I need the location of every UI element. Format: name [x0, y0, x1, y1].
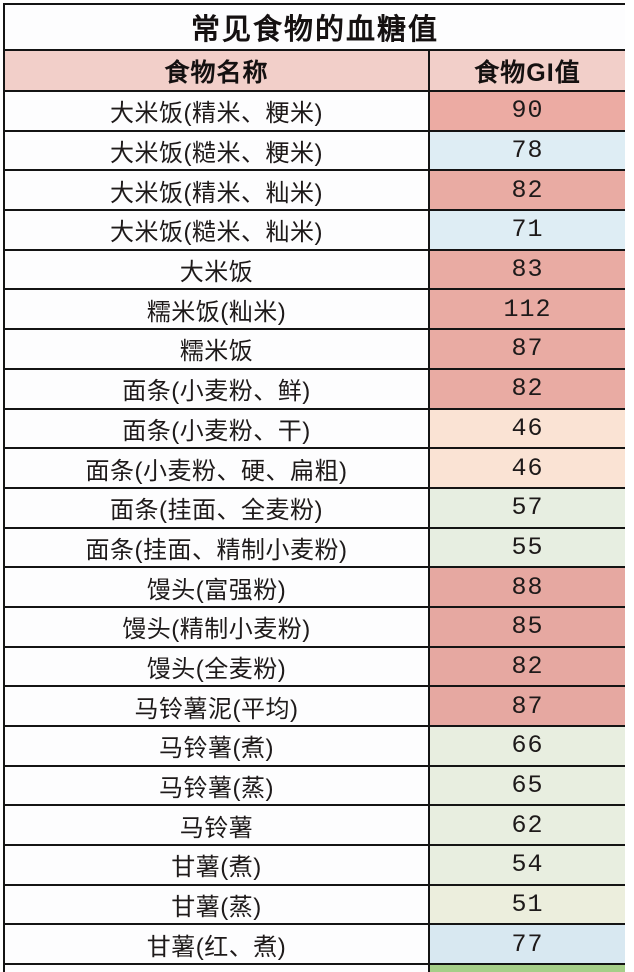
- title-row: 常见食物的血糖值: [3, 3, 625, 51]
- table-row: 甘薯(红、煮) 77: [3, 923, 625, 966]
- table-row: 面条(小麦粉、干) 46: [3, 407, 625, 450]
- table-row: 面条(小麦粉、硬、扁粗) 46: [3, 447, 625, 489]
- food-name-cell: 馒头(精制小麦粉): [3, 605, 430, 648]
- table-row: 面条(小麦粉、鲜) 82: [3, 367, 625, 410]
- table-row: 面条(挂面、全麦粉) 57: [3, 486, 625, 529]
- column-header-gi-value: 食物GI值: [427, 49, 625, 92]
- table-row: 马铃薯(蒸) 65: [3, 764, 625, 807]
- food-name-cell: 甘薯(红、煮): [3, 923, 430, 966]
- table-row: 马铃薯(煮) 66: [3, 725, 625, 767]
- food-name-cell: 糯米饭: [3, 328, 430, 370]
- food-name-cell: 馒头(全麦粉): [3, 645, 430, 688]
- gi-value-cell: 46: [427, 447, 625, 489]
- column-header-food-name: 食物名称: [3, 49, 430, 92]
- gi-value-cell: 55: [427, 526, 625, 569]
- food-name-cell: 馒头(富强粉): [3, 566, 430, 608]
- table-title: 常见食物的血糖值: [3, 3, 625, 51]
- food-name-cell: 大米饭: [3, 248, 430, 291]
- food-name-cell: 大米饭(精米、籼米): [3, 169, 430, 212]
- food-name-cell: 大米饭(糙米、粳米): [3, 129, 430, 172]
- gi-value-cell: 90: [427, 90, 625, 132]
- gi-value-cell: 85: [427, 605, 625, 648]
- table-row: 马铃薯 62: [3, 804, 625, 847]
- food-name-cell: 马铃薯(蒸): [3, 764, 430, 807]
- table-row: 糯米饭(籼米) 112: [3, 288, 625, 331]
- food-name-cell: 面条(小麦粉、硬、扁粗): [3, 447, 430, 489]
- food-name-cell: 甘薯(蒸): [3, 883, 430, 926]
- gi-value-cell: 82: [427, 169, 625, 212]
- food-name-cell: 面条(挂面、全麦粉): [3, 486, 430, 529]
- food-name-cell: 面条(小麦粉、鲜): [3, 367, 430, 410]
- food-name-cell: 马铃薯(煮): [3, 725, 430, 767]
- food-name-cell: [3, 963, 430, 972]
- gi-value-cell: 77: [427, 923, 625, 966]
- gi-value-cell: 88: [427, 566, 625, 608]
- food-name-cell: 糯米饭(籼米): [3, 288, 430, 331]
- partial-table-row: [3, 963, 625, 972]
- food-name-cell: 面条(小麦粉、干): [3, 407, 430, 450]
- table-row: 大米饭 83: [3, 248, 625, 291]
- gi-value-cell: [427, 963, 625, 972]
- food-name-cell: 面条(挂面、精制小麦粉): [3, 526, 430, 569]
- food-name-cell: 大米饭(精米、粳米): [3, 90, 430, 132]
- gi-value-cell: 62: [427, 804, 625, 847]
- gi-value-cell: 71: [427, 209, 625, 251]
- gi-value-cell: 82: [427, 645, 625, 688]
- gi-table-container: 常见食物的血糖值 食物名称 食物GI值 大米饭(精米、粳米) 90 大米饭(糙米、粳…: [3, 3, 625, 972]
- table-row: 面条(挂面、精制小麦粉) 55: [3, 526, 625, 569]
- table-row: 大米饭(糙米、粳米) 78: [3, 129, 625, 172]
- table-row: 大米饭(精米、籼米) 82: [3, 169, 625, 212]
- table-row: 甘薯(蒸) 51: [3, 883, 625, 926]
- gi-value-cell: 65: [427, 764, 625, 807]
- food-name-cell: 马铃薯: [3, 804, 430, 847]
- table-row: 马铃薯泥(平均) 87: [3, 685, 625, 727]
- table-row: 大米饭(精米、粳米) 90: [3, 90, 625, 132]
- table-row: 大米饭(糙米、籼米) 71: [3, 209, 625, 251]
- food-name-cell: 大米饭(糙米、籼米): [3, 209, 430, 251]
- table-row: 糯米饭 87: [3, 328, 625, 370]
- table-row: 甘薯(煮) 54: [3, 844, 625, 886]
- table-row: 馒头(富强粉) 88: [3, 566, 625, 608]
- food-name-cell: 甘薯(煮): [3, 844, 430, 886]
- gi-value-cell: 54: [427, 844, 625, 886]
- gi-value-cell: 78: [427, 129, 625, 172]
- gi-value-cell: 51: [427, 883, 625, 926]
- gi-value-cell: 83: [427, 248, 625, 291]
- gi-table: 常见食物的血糖值 食物名称 食物GI值 大米饭(精米、粳米) 90 大米饭(糙米、粳…: [3, 3, 625, 972]
- gi-value-cell: 112: [427, 288, 625, 331]
- gi-value-cell: 87: [427, 685, 625, 727]
- gi-value-cell: 66: [427, 725, 625, 767]
- table-row: 馒头(精制小麦粉) 85: [3, 605, 625, 648]
- gi-value-cell: 46: [427, 407, 625, 450]
- column-header-row: 食物名称 食物GI值: [3, 49, 625, 92]
- table-row: 馒头(全麦粉) 82: [3, 645, 625, 688]
- food-name-cell: 马铃薯泥(平均): [3, 685, 430, 727]
- gi-value-cell: 87: [427, 328, 625, 370]
- gi-value-cell: 57: [427, 486, 625, 529]
- gi-value-cell: 82: [427, 367, 625, 410]
